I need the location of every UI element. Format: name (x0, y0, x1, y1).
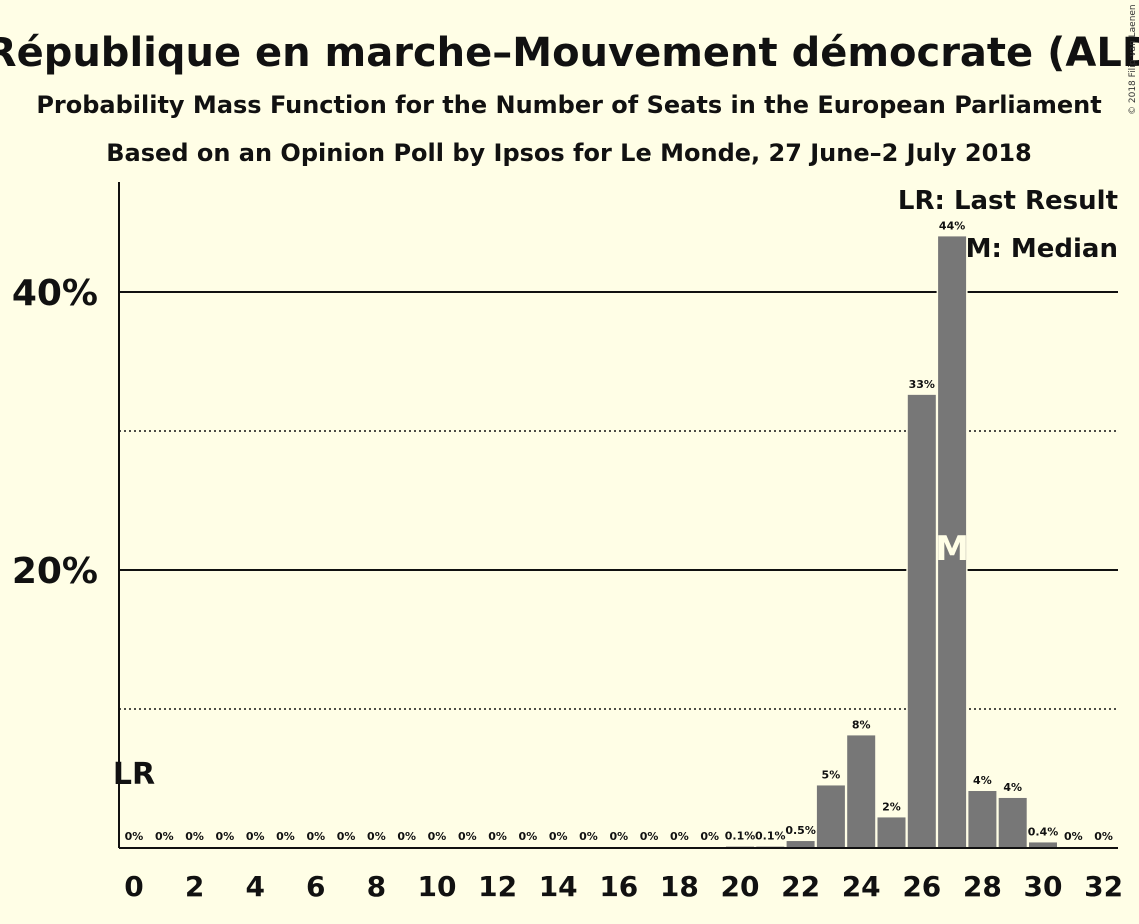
data-label-7: 0% (337, 830, 356, 843)
bar-25 (876, 815, 907, 850)
data-label-6: 0% (306, 830, 325, 843)
data-label-28: 4% (973, 774, 992, 787)
chart-subtitle-1: Probability Mass Function for the Number… (36, 91, 1101, 119)
data-label-31: 0% (1064, 830, 1083, 843)
legend-median: M: Median (966, 234, 1118, 264)
x-tick-label-16: 16 (599, 870, 638, 903)
data-label-22: 0.5% (785, 824, 816, 837)
data-label-27: 44% (939, 219, 965, 232)
legend-last-result: LR: Last Result (898, 186, 1118, 216)
chart-title: La République en marche–Mouvement démocr… (0, 30, 1139, 76)
x-tick-label-32: 32 (1084, 870, 1123, 903)
data-label-16: 0% (609, 830, 628, 843)
x-tick-label-12: 12 (478, 870, 517, 903)
data-label-11: 0% (458, 830, 477, 843)
data-label-32: 0% (1094, 830, 1113, 843)
copyright-notice: © 2018 Filip van Laenen (1128, 4, 1138, 115)
x-tick-label-20: 20 (721, 870, 760, 903)
x-tick-label-8: 8 (367, 870, 386, 903)
data-label-14: 0% (549, 830, 568, 843)
data-label-12: 0% (488, 830, 507, 843)
x-tick-label-22: 22 (781, 870, 820, 903)
y-tick-label-0: 20% (12, 551, 98, 592)
y-tick-label-1: 40% (12, 273, 98, 314)
bar-26 (906, 393, 938, 850)
data-labels: 0% 0% 0% 0% 0% 0% 0% 0% 0% 0% 0% 0% 0% 0% 0% 0% 0% 0% 0% 0%… (113, 219, 1113, 843)
bars (724, 234, 1059, 850)
data-label-18: 0% (670, 830, 689, 843)
bar-28 (966, 789, 998, 850)
x-tick-label-10: 10 (418, 870, 457, 903)
data-label-10: 0% (428, 830, 447, 843)
x-tick-label-18: 18 (660, 870, 699, 903)
data-label-3: 0% (216, 830, 235, 843)
data-label-29: 4% (1003, 781, 1022, 794)
x-tick-label-14: 14 (539, 870, 578, 903)
data-label-17: 0% (640, 830, 659, 843)
data-label-8: 0% (367, 830, 386, 843)
data-label-13: 0% (519, 830, 538, 843)
x-tick-label-2: 2 (185, 870, 204, 903)
bar-22 (785, 839, 817, 850)
bar-29 (997, 796, 1029, 850)
median-marker: M (935, 529, 969, 569)
data-label-19: 0% (700, 830, 719, 843)
data-label-0: 0% (125, 830, 144, 843)
data-label-5: 0% (276, 830, 295, 843)
data-label-23: 5% (822, 768, 841, 781)
x-tick-label-28: 28 (963, 870, 1002, 903)
x-tick-label-26: 26 (902, 870, 941, 903)
x-tick-label-0: 0 (124, 870, 143, 903)
axes: 20%40%0 2 4 6 8 10 12 14 16 18 20 22 24 26 28 30 32 (12, 182, 1123, 903)
bar-24 (845, 733, 877, 850)
data-label-21: 0.1% (755, 830, 786, 843)
data-label-25: 2% (882, 800, 901, 813)
x-tick-label-4: 4 (245, 870, 264, 903)
data-label-9: 0% (397, 830, 416, 843)
data-label-15: 0% (579, 830, 598, 843)
data-label-4: 0% (246, 830, 265, 843)
x-tick-label-6: 6 (306, 870, 325, 903)
bar-23 (815, 783, 847, 850)
x-tick-label-24: 24 (842, 870, 881, 903)
chart-subtitle-2: Based on an Opinion Poll by Ipsos for Le… (106, 139, 1031, 167)
x-tick-label-30: 30 (1024, 870, 1063, 903)
data-label-1: 0% (155, 830, 174, 843)
data-label-24: 8% (852, 718, 871, 731)
grid-lines (119, 291, 1118, 710)
data-label-20: 0.1% (725, 830, 756, 843)
data-label-30: 0.4% (1028, 825, 1059, 838)
data-label-26: 33% (909, 378, 935, 391)
data-label-2: 0% (185, 830, 204, 843)
